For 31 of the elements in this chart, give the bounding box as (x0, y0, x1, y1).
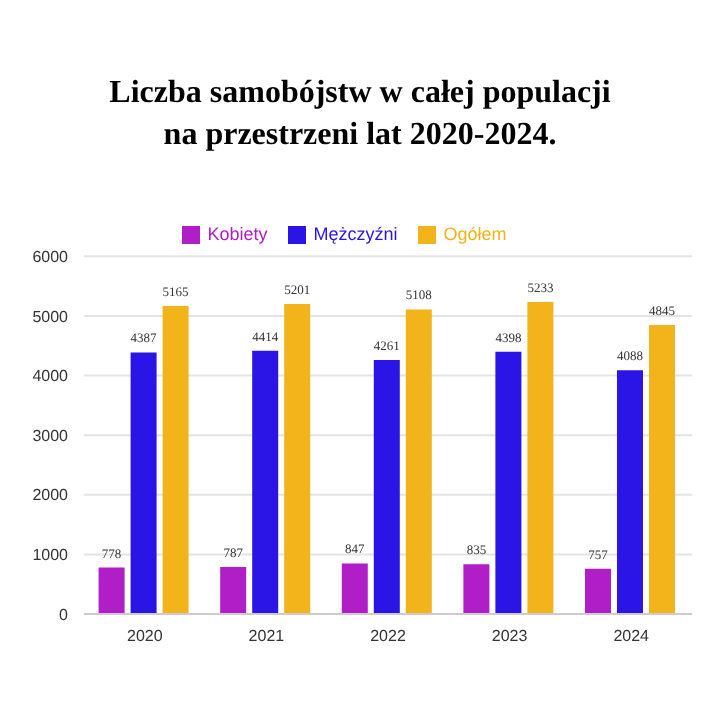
bar (373, 359, 400, 614)
y-tick-label: 2000 (32, 486, 70, 505)
x-tick-label: 2021 (248, 627, 286, 646)
y-tick-label: 1000 (32, 546, 70, 565)
bar (341, 563, 368, 614)
bar (130, 352, 157, 614)
y-tick-label: 3000 (32, 426, 70, 445)
x-tick-label: 2020 (127, 627, 164, 646)
x-tick-label: 2024 (613, 627, 651, 646)
legend-label: Ogółem (443, 224, 507, 244)
y-tick-label: 5000 (32, 307, 70, 326)
bar (162, 306, 189, 614)
bar (405, 309, 432, 614)
bar (284, 303, 311, 614)
bar (252, 350, 279, 614)
bar (98, 567, 125, 614)
bar (463, 564, 490, 614)
bar (616, 370, 643, 614)
legend-label: Kobiety (207, 224, 268, 244)
bar (527, 301, 554, 614)
bar (584, 568, 611, 614)
y-tick-label: 4000 (32, 367, 70, 386)
bar (495, 351, 522, 614)
bar (648, 325, 675, 614)
bar (220, 567, 247, 614)
legend-label: Mężczyźni (313, 224, 398, 244)
x-tick-label: 2022 (370, 627, 407, 646)
chart-title: Liczba samobójstw w całej populacji na przestrzeni lat 2020-2024. (107, 74, 613, 156)
y-tick-label: 6000 (32, 247, 70, 266)
x-tick-label: 2023 (491, 627, 529, 646)
y-tick-label: 0 (59, 605, 70, 624)
